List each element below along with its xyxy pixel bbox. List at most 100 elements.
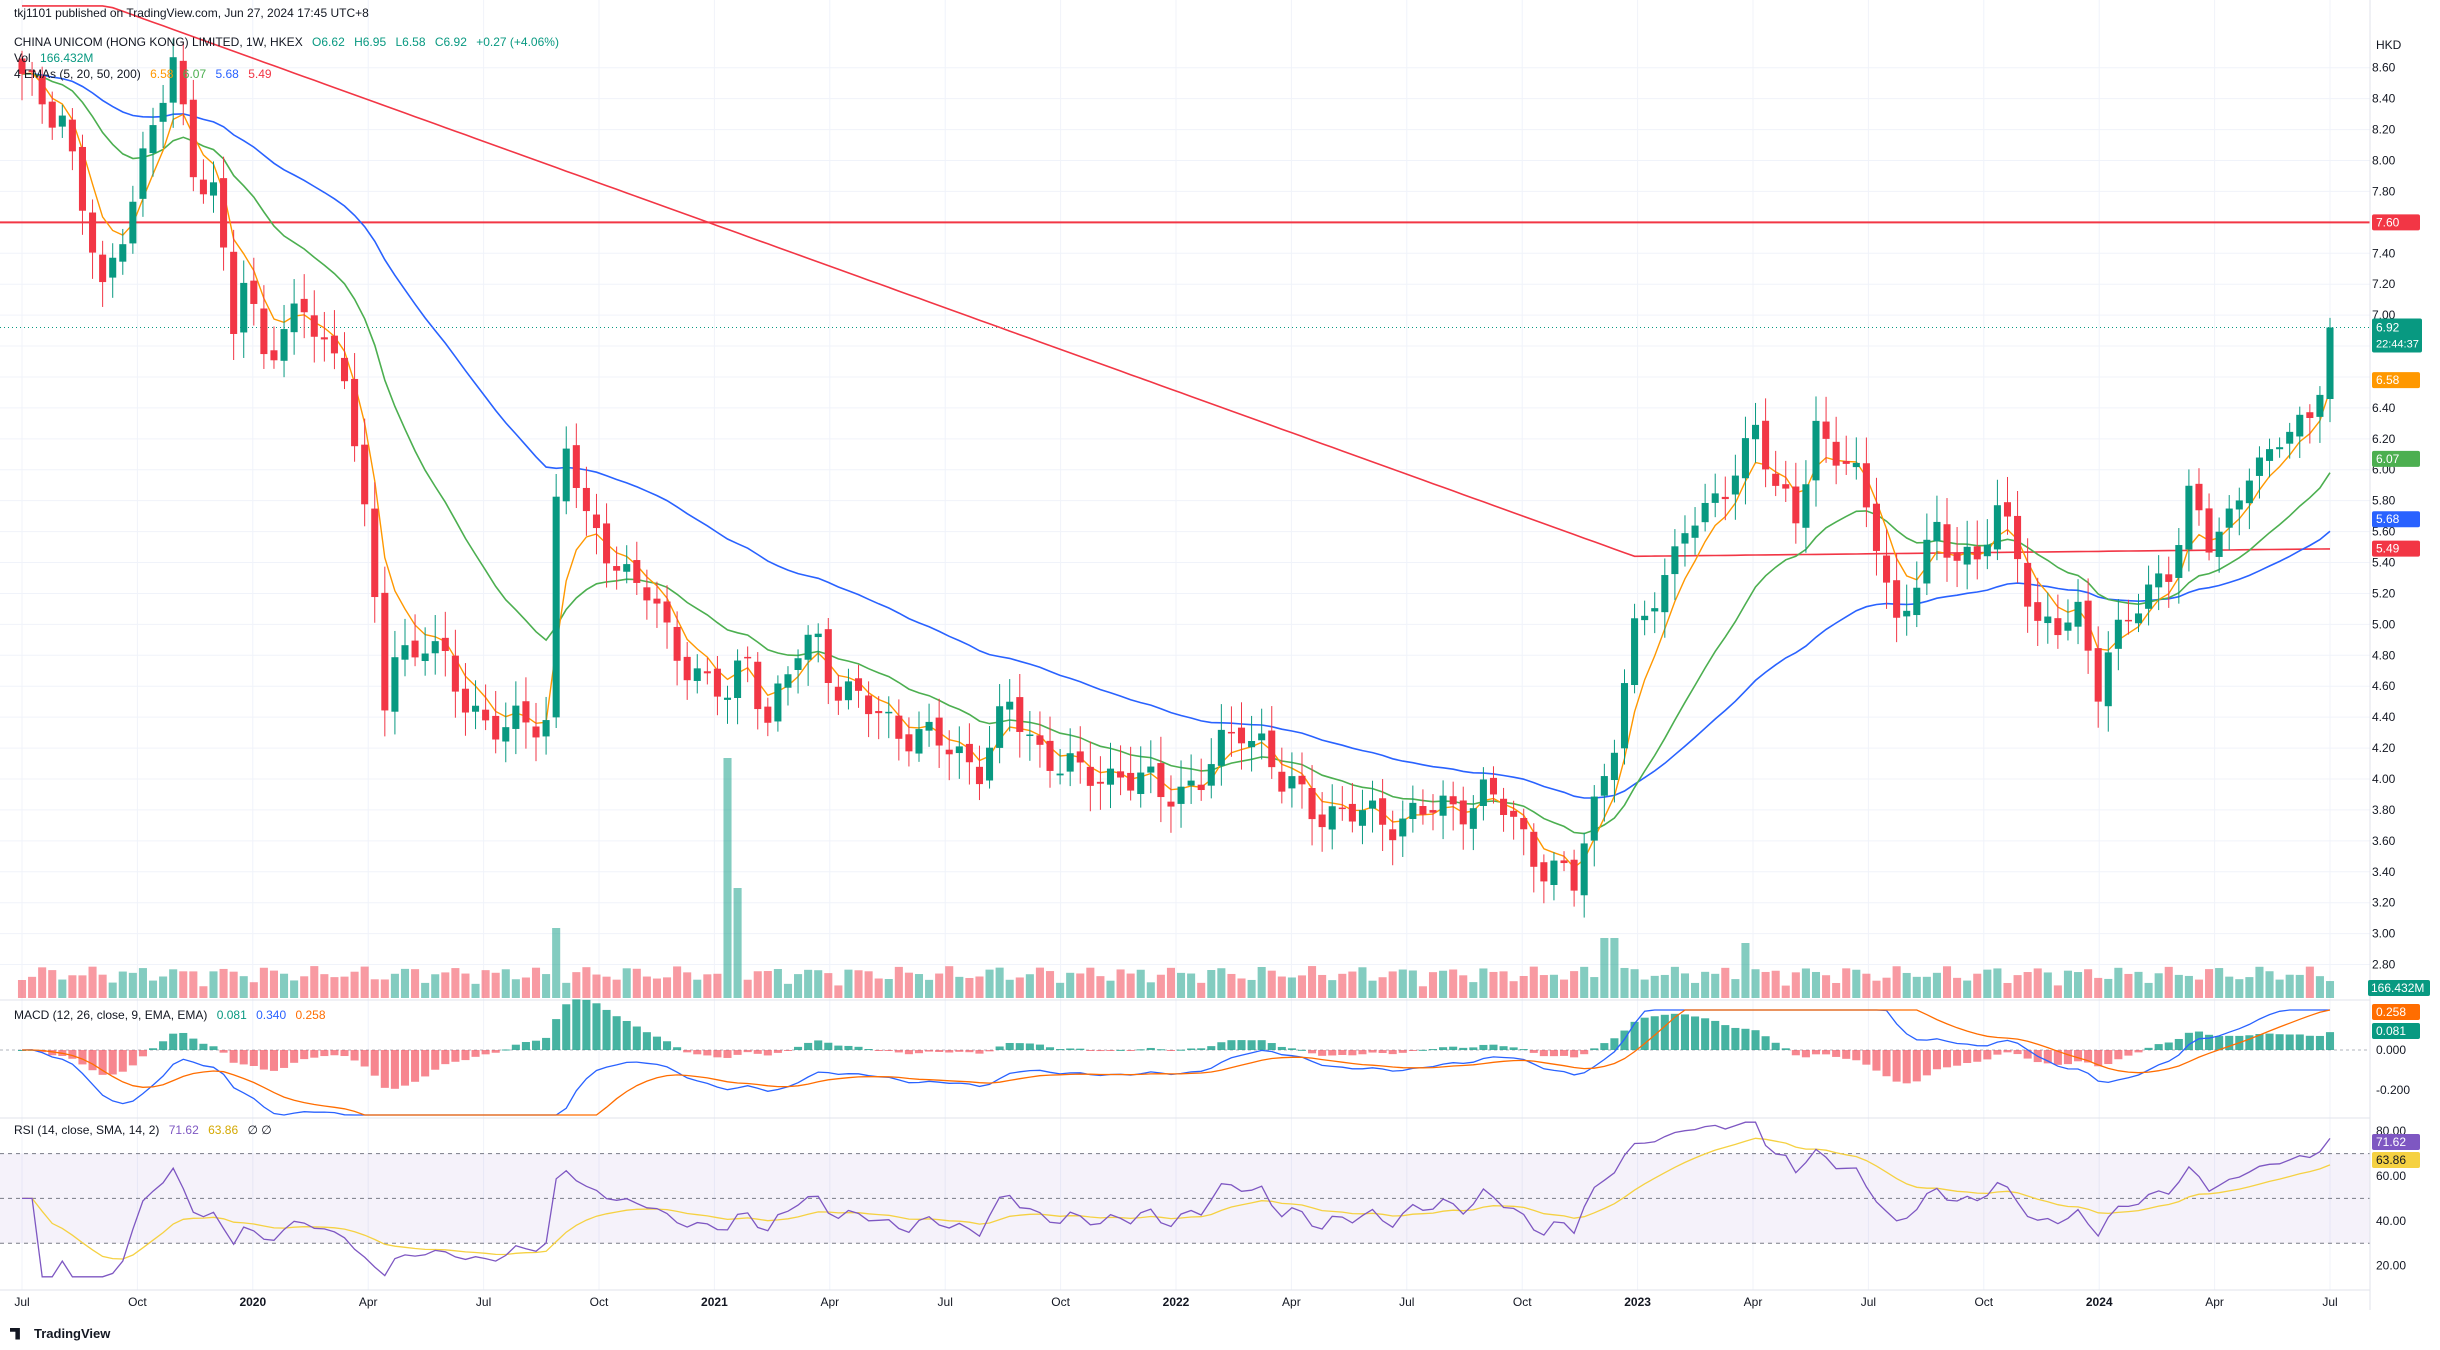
candle-body <box>1923 539 1931 584</box>
volume-bar <box>2134 971 2143 998</box>
candle-body <box>1903 610 1911 617</box>
volume-bar <box>2144 982 2153 998</box>
candle-body <box>1197 784 1205 791</box>
candle-body <box>1248 741 1256 748</box>
macd-hist-bar <box>925 1050 934 1052</box>
candle-body <box>290 303 298 333</box>
macd-hist-bar <box>1277 1046 1286 1050</box>
volume-legend[interactable]: Vol 166.432M <box>14 50 99 66</box>
volume-bar <box>1751 969 1760 998</box>
candle-body <box>2104 652 2112 707</box>
macd-hist-bar <box>713 1050 722 1058</box>
volume-bar <box>844 969 853 998</box>
macd-hist-bar <box>239 1050 248 1065</box>
candle-body <box>603 523 611 564</box>
price-tick-label: 5.40 <box>2372 556 2396 570</box>
candle-body <box>854 678 863 691</box>
volume-bar <box>1005 979 1014 998</box>
volume-bar <box>995 967 1004 998</box>
volume-bar <box>340 976 349 998</box>
volume-bar <box>1015 977 1024 998</box>
macd-hist-bar <box>864 1049 873 1051</box>
candle-body <box>2205 508 2213 553</box>
candle-body <box>250 280 258 304</box>
candle-body <box>1590 796 1598 841</box>
symbol-legend[interactable]: CHINA UNICOM (HONG KONG) LIMITED, 1W, HK… <box>14 34 565 50</box>
candle-body <box>1661 575 1669 613</box>
macd-hist-bar <box>431 1050 440 1070</box>
ema-label: 4 EMAs (5, 20, 50, 200) <box>14 67 141 81</box>
candle-body <box>1006 701 1014 710</box>
candle-body <box>320 337 328 340</box>
volume-bar <box>310 966 319 998</box>
price-tick-label: 4.40 <box>2372 710 2396 724</box>
candle-body <box>2034 602 2042 621</box>
candle-body <box>330 335 338 354</box>
candle-body <box>804 634 812 660</box>
macd-hist-bar <box>1005 1042 1014 1050</box>
rsi-legend[interactable]: RSI (14, close, SMA, 14, 2) 71.62 63.86 … <box>14 1122 278 1138</box>
candle-body <box>1610 752 1618 781</box>
candle-body <box>199 179 207 195</box>
macd-hist-bar <box>1680 1014 1690 1050</box>
macd-hist-bar <box>138 1050 147 1057</box>
candle-body <box>754 661 762 710</box>
volume-bar <box>78 975 87 998</box>
macd-signal-line <box>22 1009 2331 1116</box>
macd-hist-bar <box>2154 1044 2163 1050</box>
volume-bar <box>1852 969 1861 998</box>
ohlc-low: L6.58 <box>395 35 426 49</box>
volume-bar <box>259 967 268 998</box>
macd-hist-bar <box>1297 1049 1307 1051</box>
volume-bar <box>955 976 964 998</box>
volume-bar <box>975 976 984 998</box>
volume-bar <box>965 977 974 998</box>
macd-hist-bar <box>159 1041 168 1050</box>
macd-hist-bar <box>350 1050 359 1061</box>
candle-body <box>1409 802 1417 820</box>
macd-hist-bar <box>2114 1050 2123 1060</box>
macd-hist-bar <box>1852 1050 1861 1061</box>
macd-hist-bar <box>1398 1050 1407 1053</box>
price-tick-label: 3.40 <box>2372 865 2396 879</box>
macd-hist-bar <box>2124 1050 2133 1056</box>
candle-body <box>421 653 429 662</box>
volume-bar <box>1650 975 1659 998</box>
ema-legend[interactable]: 4 EMAs (5, 20, 50, 200) 6.58 6.07 5.68 5… <box>14 66 278 82</box>
time-tick-label: Apr <box>359 1295 378 1309</box>
candle-body <box>925 721 933 731</box>
volume-bar <box>542 974 551 998</box>
price-tick-label: 4.60 <box>2372 679 2396 693</box>
candle-body <box>1429 810 1437 813</box>
macd-hist-bar <box>1872 1050 1881 1071</box>
volume-bar <box>1680 973 1690 998</box>
volume-bar <box>1801 968 1810 998</box>
candle-body <box>885 711 893 714</box>
volume-bar <box>1509 981 1518 998</box>
volume-bar <box>1489 971 1498 998</box>
macd-hist-bar <box>2305 1035 2314 1050</box>
candle-body <box>2044 616 2052 624</box>
candle-body <box>945 749 953 755</box>
candle-body <box>1510 810 1518 817</box>
candle-body <box>1308 788 1316 820</box>
macd-signal-value: 0.258 <box>295 1008 326 1022</box>
macd-hist-bar <box>300 1050 309 1060</box>
macd-hist-bar <box>2255 1034 2264 1050</box>
macd-legend[interactable]: MACD (12, 26, close, 9, EMA, EMA) 0.081 … <box>14 1007 332 1023</box>
volume-bar <box>209 971 218 998</box>
volume-bar <box>451 968 460 998</box>
macd-hist-bar <box>259 1050 268 1070</box>
tradingview-logo[interactable]: TradingView <box>10 1326 110 1341</box>
candle-body <box>2185 485 2193 550</box>
time-tick-label: Jul <box>476 1295 491 1309</box>
candle-body <box>1379 798 1387 825</box>
candle-body <box>1046 740 1054 771</box>
macd-hist-bar <box>1610 1038 1619 1050</box>
candle-body <box>1772 473 1780 486</box>
time-tick-label: Jul <box>938 1295 953 1309</box>
macd-hist-bar <box>310 1050 319 1058</box>
macd-hist-bar <box>290 1050 299 1063</box>
volume-bar <box>189 971 198 998</box>
rsi-line <box>22 1121 2331 1278</box>
